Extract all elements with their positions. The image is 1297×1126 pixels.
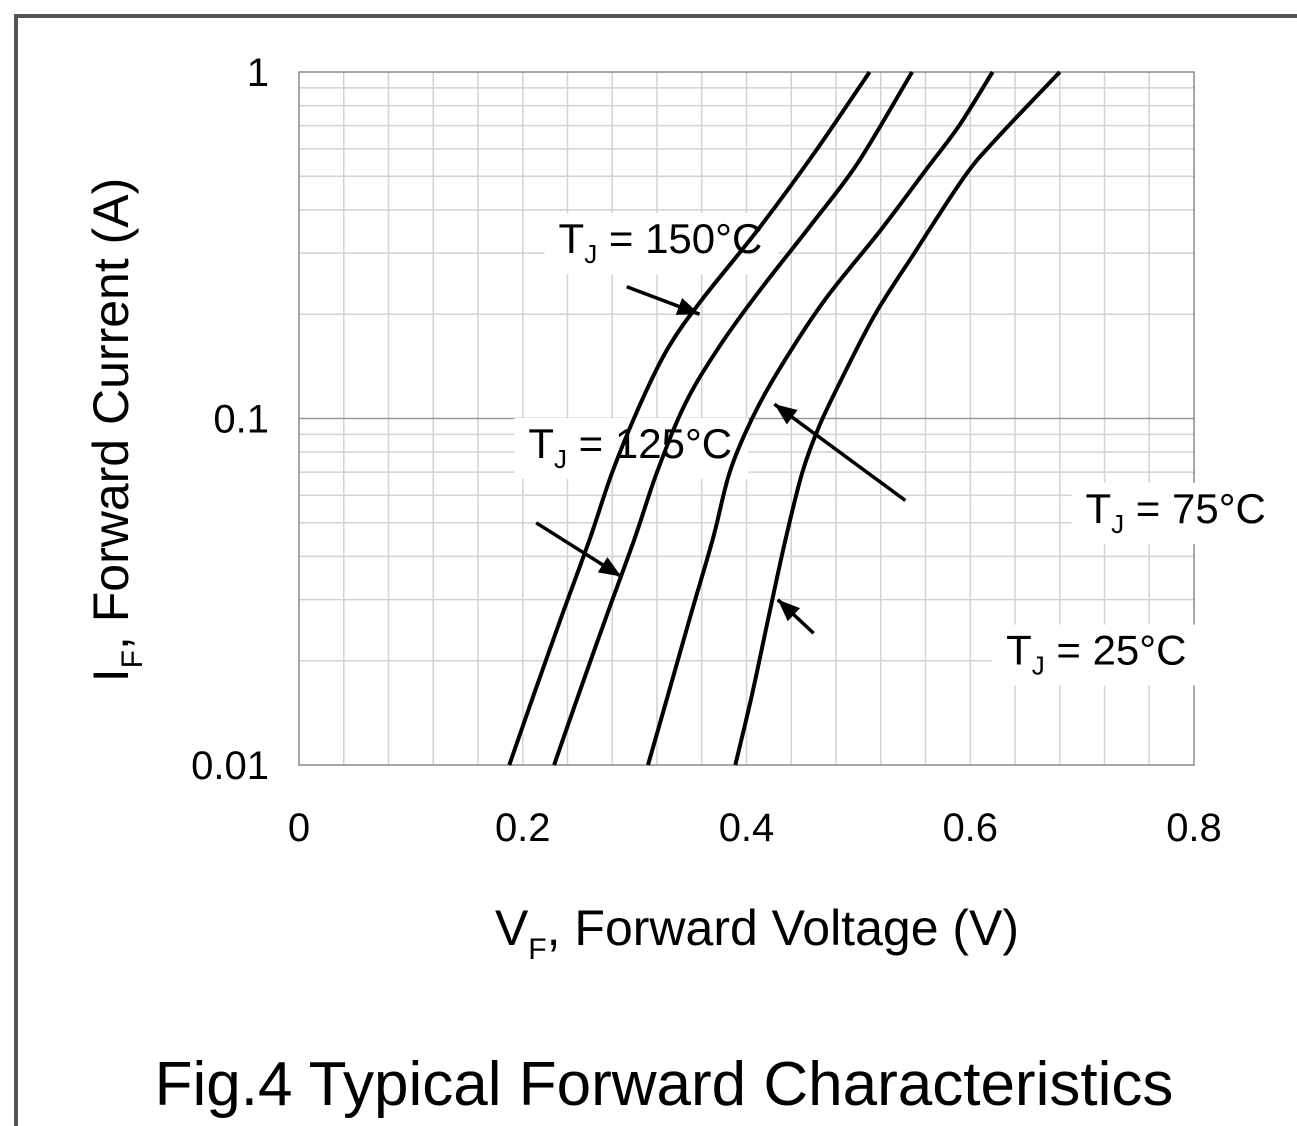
series-label: TJ = 150°C	[559, 215, 763, 269]
x-tick-label: 0.4	[719, 806, 775, 850]
x-tick-label: 0	[288, 806, 310, 850]
figure-caption: Fig.4 Typical Forward Characteristics	[155, 1050, 1174, 1119]
y-axis-title: IF, Forward Current (A)	[83, 178, 149, 683]
page-border	[14, 14, 1297, 1126]
series-label: TJ = 25°C	[1006, 627, 1186, 681]
series-labels: TJ = 150°C TJ = 125°C TJ = 75°C TJ = 25°C	[528, 215, 1266, 680]
plot-frame	[298, 71, 1195, 766]
series-label: TJ = 75°C	[1085, 485, 1265, 539]
x-tick-labels: 0 0.2 0.4 0.6 0.8	[288, 806, 1222, 850]
x-tick-label: 0.8	[1166, 806, 1222, 850]
series-line	[646, 70, 995, 766]
annotation-arrows	[535, 285, 907, 635]
series-label-background	[1071, 482, 1285, 544]
series-label: TJ = 125°C	[528, 420, 732, 474]
label-backgrounds	[514, 213, 1285, 686]
annotation-arrow-line	[773, 402, 907, 502]
annotation-arrow-head	[777, 599, 801, 622]
series-line	[733, 70, 1062, 766]
annotation-arrow-head	[597, 557, 622, 577]
series-label-background	[992, 624, 1205, 686]
x-axis-title: VF, Forward Voltage (V)	[495, 900, 1019, 966]
series-label-background	[544, 213, 779, 275]
series-line	[507, 70, 872, 766]
x-tick-label: 0.6	[942, 806, 998, 850]
annotation-arrow-head	[675, 298, 700, 315]
series-line	[552, 70, 914, 766]
y-tick-label: 0.1	[213, 398, 269, 442]
y-tick-label: 0.01	[191, 744, 269, 788]
annotation-arrow-head	[774, 404, 798, 425]
y-tick-label: 1	[247, 51, 269, 95]
series-lines	[507, 70, 1062, 766]
x-tick-label: 0.2	[495, 806, 551, 850]
y-tick-labels: 0.01 0.1 1	[191, 51, 269, 788]
